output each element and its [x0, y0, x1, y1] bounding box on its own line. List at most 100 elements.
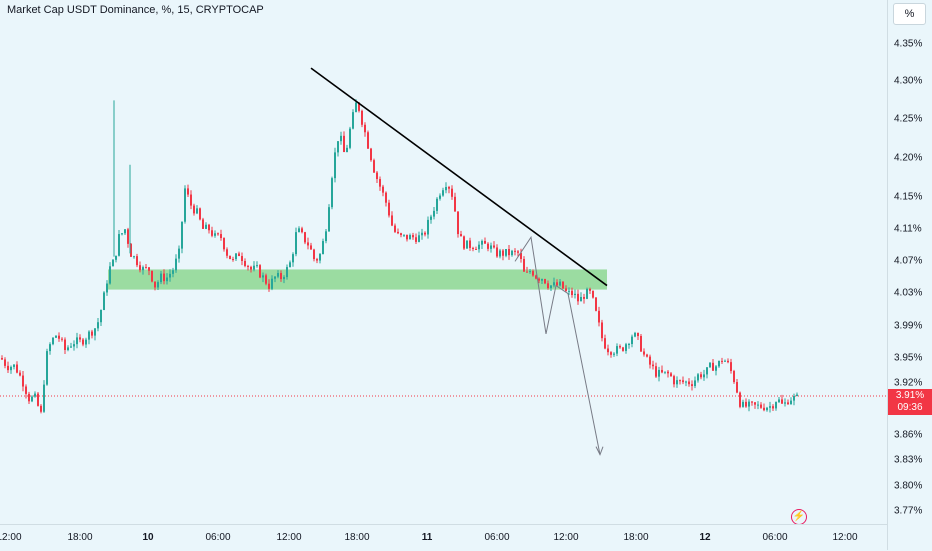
time-tick-label: 06:00: [205, 532, 231, 543]
time-axis[interactable]: 12:00 18:00 10 06:00 12:00 18:00 11 06:00 12:00 1…: [0, 524, 887, 551]
trendline: [310, 67, 608, 287]
candle-body: [301, 228, 303, 233]
candle-body: [349, 128, 351, 148]
support-zone: [108, 269, 607, 290]
candle-body: [232, 259, 234, 261]
candle-body: [598, 310, 600, 323]
candle-body: [592, 290, 594, 298]
candle-body: [508, 248, 510, 256]
candle-body: [415, 237, 417, 242]
candle-body: [658, 369, 660, 377]
candle-body: [100, 310, 102, 323]
candle-body: [160, 273, 162, 283]
candle-body: [283, 277, 285, 280]
candle-body: [742, 401, 744, 407]
candle-body: [154, 281, 156, 288]
candle-body: [238, 253, 240, 257]
chart-area[interactable]: Market Cap USDT Dominance, %, 15, CRYPTO…: [0, 0, 887, 524]
candle-body: [487, 243, 489, 249]
candle-body: [448, 187, 450, 189]
candle-body: [133, 256, 135, 258]
candle-body: [226, 249, 228, 256]
candle-body: [760, 404, 762, 408]
candle-body: [652, 364, 654, 367]
candle-body: [322, 241, 324, 255]
candle-body: [319, 254, 321, 261]
candle-body: [148, 267, 150, 271]
candle-body: [661, 369, 663, 373]
candle-body: [553, 282, 555, 286]
candle-body: [205, 224, 207, 229]
time-tick-label: 10: [142, 532, 154, 543]
candle-body: [454, 196, 456, 212]
candle-body: [385, 192, 387, 203]
candle-body: [229, 255, 231, 260]
candle-body: [649, 356, 651, 365]
candle-body: [625, 344, 627, 351]
candle-body: [439, 195, 441, 199]
candle-body: [64, 339, 66, 351]
candle-body: [703, 374, 705, 378]
candle-body: [523, 258, 525, 272]
candle-body: [367, 132, 369, 149]
candle-body: [604, 338, 606, 349]
price-chart[interactable]: [0, 0, 887, 524]
candle-body: [466, 240, 468, 249]
candle-body: [646, 354, 648, 357]
candle-body: [412, 235, 414, 238]
candle-body: [628, 344, 630, 346]
candle-body: [643, 351, 645, 355]
candle-body: [271, 278, 273, 289]
candle-body: [1, 358, 3, 360]
candle-body: [298, 228, 300, 233]
price-axis[interactable]: 4.35% 4.30% 4.25% 4.20% 4.15% 4.11% 4.07% 4.03%…: [887, 0, 932, 550]
candle-body: [409, 235, 411, 240]
candle-body: [583, 296, 585, 299]
candle-body: [733, 371, 735, 383]
candle-body: [46, 351, 48, 385]
candle-body: [373, 160, 375, 173]
candle-body: [667, 371, 669, 374]
candle-body: [4, 359, 6, 366]
candle-body: [457, 211, 459, 235]
candle-body: [682, 380, 684, 383]
candle-body: [166, 277, 168, 282]
candle-body: [175, 258, 177, 271]
candle-body: [721, 360, 723, 362]
time-tick-label: 18:00: [344, 532, 370, 543]
candle-body: [361, 110, 363, 125]
candle-body: [376, 172, 378, 180]
candle-body: [451, 188, 453, 197]
candle-body: [664, 371, 666, 373]
candle-body: [37, 393, 39, 406]
candle-body: [31, 396, 33, 402]
percent-scale-button[interactable]: %: [893, 3, 926, 25]
candle-body: [775, 402, 777, 409]
candle-body: [304, 232, 306, 243]
candle-body: [673, 376, 675, 385]
candle-body: [316, 259, 318, 261]
candle-body: [130, 243, 132, 257]
candle-body: [493, 245, 495, 248]
candle-body: [793, 395, 795, 401]
last-price-tag: 3.91% 09:36: [888, 389, 932, 415]
candle-body: [706, 367, 708, 375]
candle-body: [550, 285, 552, 289]
candle-body: [697, 374, 699, 381]
candle-body: [538, 278, 540, 281]
price-tick-label: 3.92%: [894, 377, 923, 389]
time-tick-label: 12:00: [832, 532, 858, 543]
candle-body: [289, 262, 291, 268]
lightning-icon[interactable]: ⚡: [791, 509, 807, 524]
candle-body: [88, 331, 90, 340]
time-tick-label: 12:00: [0, 532, 22, 543]
candle-body: [40, 405, 42, 412]
candle-body: [292, 254, 294, 263]
candle-body: [328, 207, 330, 232]
candle-body: [613, 353, 615, 355]
candle-body: [94, 328, 96, 336]
candle-body: [118, 234, 120, 256]
projection-path: [514, 235, 601, 455]
candle-body: [244, 260, 246, 266]
candle-body: [250, 266, 252, 270]
